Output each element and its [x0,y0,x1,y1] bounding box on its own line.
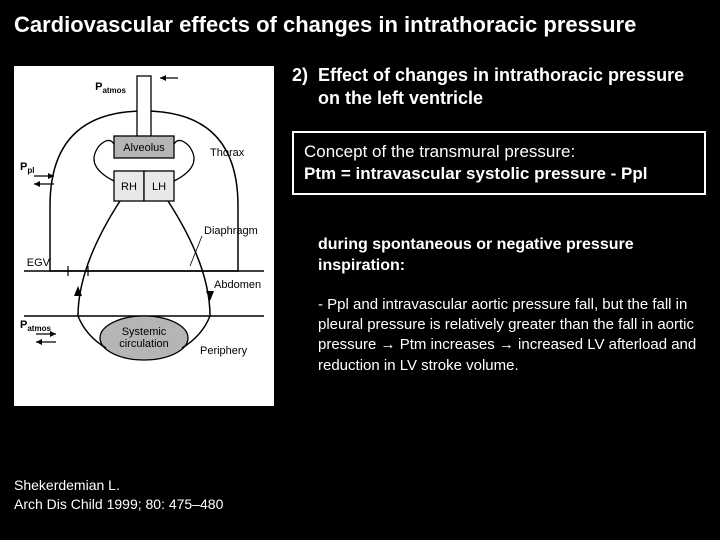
citation: Shekerdemian L. Arch Dis Child 1999; 80:… [14,476,274,514]
section-title: Effect of changes in intrathoracic press… [318,64,706,109]
citation-author: Shekerdemian L. [14,476,274,495]
section-heading: 2) Effect of changes in intrathoracic pr… [292,64,706,109]
svg-text:Thorax: Thorax [210,147,245,159]
content-area: Alveolus RH LH Systemic [0,46,720,514]
svg-text:LH: LH [152,181,166,193]
right-column: 2) Effect of changes in intrathoracic pr… [274,46,706,514]
anatomy-diagram: Alveolus RH LH Systemic [14,66,274,406]
left-column: Alveolus RH LH Systemic [14,46,274,514]
section-number: 2) [292,64,318,109]
svg-text:circulation: circulation [119,338,169,350]
svg-text:Abdomen: Abdomen [214,279,261,291]
bullet-text: - Ppl and intravascular aortic pressure … [292,295,706,376]
svg-text:EGV: EGV [27,257,51,269]
diagram-svg: Alveolus RH LH Systemic [14,66,274,406]
page-title: Cardiovascular effects of changes in int… [0,0,720,46]
during-heading: during spontaneous or negative pressure … [292,235,706,277]
svg-text:RH: RH [121,181,137,193]
svg-text:Alveolus: Alveolus [123,142,165,154]
concept-label: Concept of the transmural pressure: [304,141,694,163]
svg-text:Diaphragm: Diaphragm [204,225,258,237]
svg-text:Systemic: Systemic [122,326,167,338]
concept-formula: Ptm = intravascular systolic pressure - … [304,163,694,185]
citation-source: Arch Dis Child 1999; 80: 475–480 [14,495,274,514]
svg-text:Periphery: Periphery [200,345,248,357]
concept-box: Concept of the transmural pressure: Ptm … [292,131,706,195]
